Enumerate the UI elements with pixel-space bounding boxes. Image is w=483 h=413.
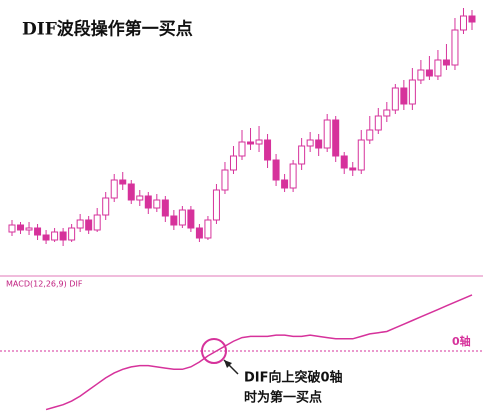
candle-body [187,209,195,229]
candle-body [93,214,101,231]
candle-body [59,231,67,241]
candle-body [417,69,425,81]
candle-body [204,219,212,239]
candle-body [195,227,203,239]
candle-body [229,155,237,171]
arrow-head [224,360,232,368]
candle-body [425,69,433,77]
candle-body [76,219,84,229]
candle-body [102,197,110,216]
candle-body [340,155,348,169]
annotation: DIF向上突破0轴 [244,370,343,386]
candle-body [349,167,357,171]
candle-body [289,163,297,189]
candle-body [221,169,229,191]
candle-body [51,231,59,241]
candle-body [136,195,144,201]
candle-body [153,199,161,209]
candle-body [306,139,314,147]
candle-body [264,139,272,161]
candle-body [400,87,408,105]
candle-body [85,219,93,231]
candle-body [366,129,374,141]
candle-body [459,15,467,31]
candle-body [238,141,246,157]
candle-body [119,179,127,185]
candle-body [434,59,442,77]
dif-line [45,294,473,411]
candle-body [315,139,323,149]
candle-body [110,179,118,199]
candle-body [34,227,42,236]
candle-body [161,199,169,217]
indicator-label: MACD(12,26,9) DIF [6,280,83,289]
candle-body [298,145,306,165]
zero-label: 0轴 [452,334,471,348]
candle-body [8,224,16,233]
highlight-circle [201,338,227,364]
candle-body [68,227,76,241]
candle-body [374,115,382,131]
candle-body [391,87,399,111]
candle-body [25,227,33,231]
candle-body [468,15,476,23]
annotation: 时为第一买点 [244,390,322,406]
candle-body [144,195,152,209]
candle-body [17,224,25,231]
chart-title: DIF波段操作第一买点 [22,19,193,40]
candle-body [357,139,365,171]
candle-body [332,119,340,157]
candle-body [323,119,331,149]
candle-body [408,79,416,105]
candle-body [42,234,50,241]
candle-body [383,109,391,117]
candle-body [178,209,186,226]
candle-body [127,183,135,201]
candle-body [255,139,263,145]
candle-body [272,159,280,181]
candle-body [170,215,178,226]
candle-body [442,59,450,66]
candle-body [212,189,220,221]
candle-body [247,141,255,145]
candle-body [451,29,459,66]
candle-body [281,179,289,189]
